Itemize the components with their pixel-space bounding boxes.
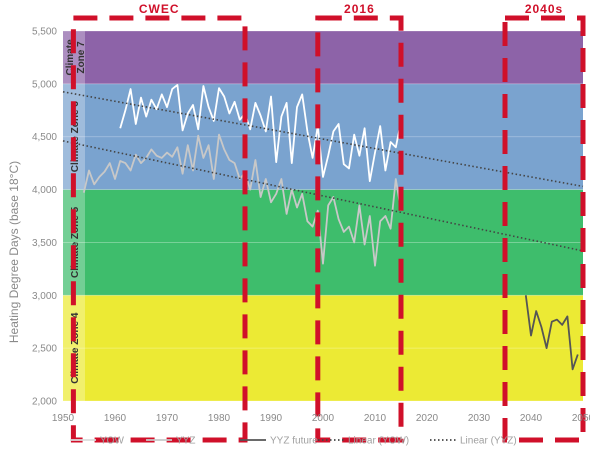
period-label-1: CWEC xyxy=(139,2,180,16)
series-line-yow xyxy=(119,84,402,183)
legend-label: YOW xyxy=(100,436,124,447)
zone-label-strip xyxy=(63,83,85,190)
series-line-yyz-future xyxy=(524,295,579,371)
y-tick-label: 4,500 xyxy=(32,132,57,143)
x-tick-label: 2000 xyxy=(312,413,335,424)
zone-band-2 xyxy=(63,189,583,296)
y-tick-label: 4,000 xyxy=(32,185,57,196)
y-tick-label: 5,500 xyxy=(32,27,57,38)
zone-label-strip xyxy=(63,31,85,84)
period-label-2: 2016 xyxy=(344,2,375,16)
y-tick-label: 2,500 xyxy=(32,344,57,355)
x-tick-label: 1970 xyxy=(156,413,179,424)
x-tick-label: 2030 xyxy=(468,413,491,424)
y-tick-label: 5,000 xyxy=(32,79,57,90)
x-tick-label: 1960 xyxy=(104,413,127,424)
grid xyxy=(63,30,583,402)
zone-label-4: ClimateZone 7 xyxy=(65,39,87,76)
y-axis: 2,000 2,500 3,000 3,500 4,000 4,500 5,000 5,500 xyxy=(32,27,57,408)
period-boxes: CWEC 2016 2040s xyxy=(70,2,586,443)
y-tick-label: 2,000 xyxy=(32,397,57,408)
legend-label: YYZ xyxy=(176,436,195,447)
series-line-linear-yyz- xyxy=(62,140,584,252)
y-tick-label: 3,000 xyxy=(32,291,57,302)
zone-band-1 xyxy=(63,295,583,401)
zone-band-4 xyxy=(63,31,583,84)
zone-label-2: Climate Zone 5 xyxy=(70,206,81,278)
climate-zone-bands xyxy=(63,31,583,401)
data-lines xyxy=(62,84,584,371)
period-box-2 xyxy=(315,15,404,443)
zone-label-3: Climate Zone 6 xyxy=(70,101,81,173)
series-line-linear-yow- xyxy=(62,91,584,188)
x-tick-label: 2040 xyxy=(520,413,543,424)
period-box-1 xyxy=(70,15,248,443)
zone-label-strip xyxy=(63,189,85,296)
climate-zone-labels: Climate Zone 4 Climate Zone 5 Climate Zone… xyxy=(63,31,87,401)
zone-label-strip xyxy=(63,295,85,401)
series-line-yyz xyxy=(82,133,402,267)
x-tick-label: 1980 xyxy=(208,413,231,424)
y-tick-label: 3,500 xyxy=(32,238,57,249)
x-tick-label: 1950 xyxy=(52,413,75,424)
x-tick-label: 2050 xyxy=(572,413,590,424)
x-axis: 1950 1960 1970 1980 1990 2000 2010 2020 2030 2040… xyxy=(52,413,590,424)
x-tick-label: 2010 xyxy=(364,413,387,424)
period-label-3: 2040s xyxy=(525,2,563,16)
legend-label: Linear (YYZ) xyxy=(460,436,517,447)
legend-label: Linear (YOW) xyxy=(348,436,409,447)
x-tick-label: 1990 xyxy=(260,413,283,424)
x-tick-label: 2020 xyxy=(416,413,439,424)
zone-label-1: Climate Zone 4 xyxy=(70,312,81,384)
legend: YOW YYZ YYZ future Linear (YOW) Linear (YYZ) xyxy=(70,436,517,447)
y-axis-label: Heating Degree Days (base 18°C) xyxy=(7,161,21,343)
legend-label: YYZ future xyxy=(270,436,318,447)
period-box-3 xyxy=(502,15,586,443)
